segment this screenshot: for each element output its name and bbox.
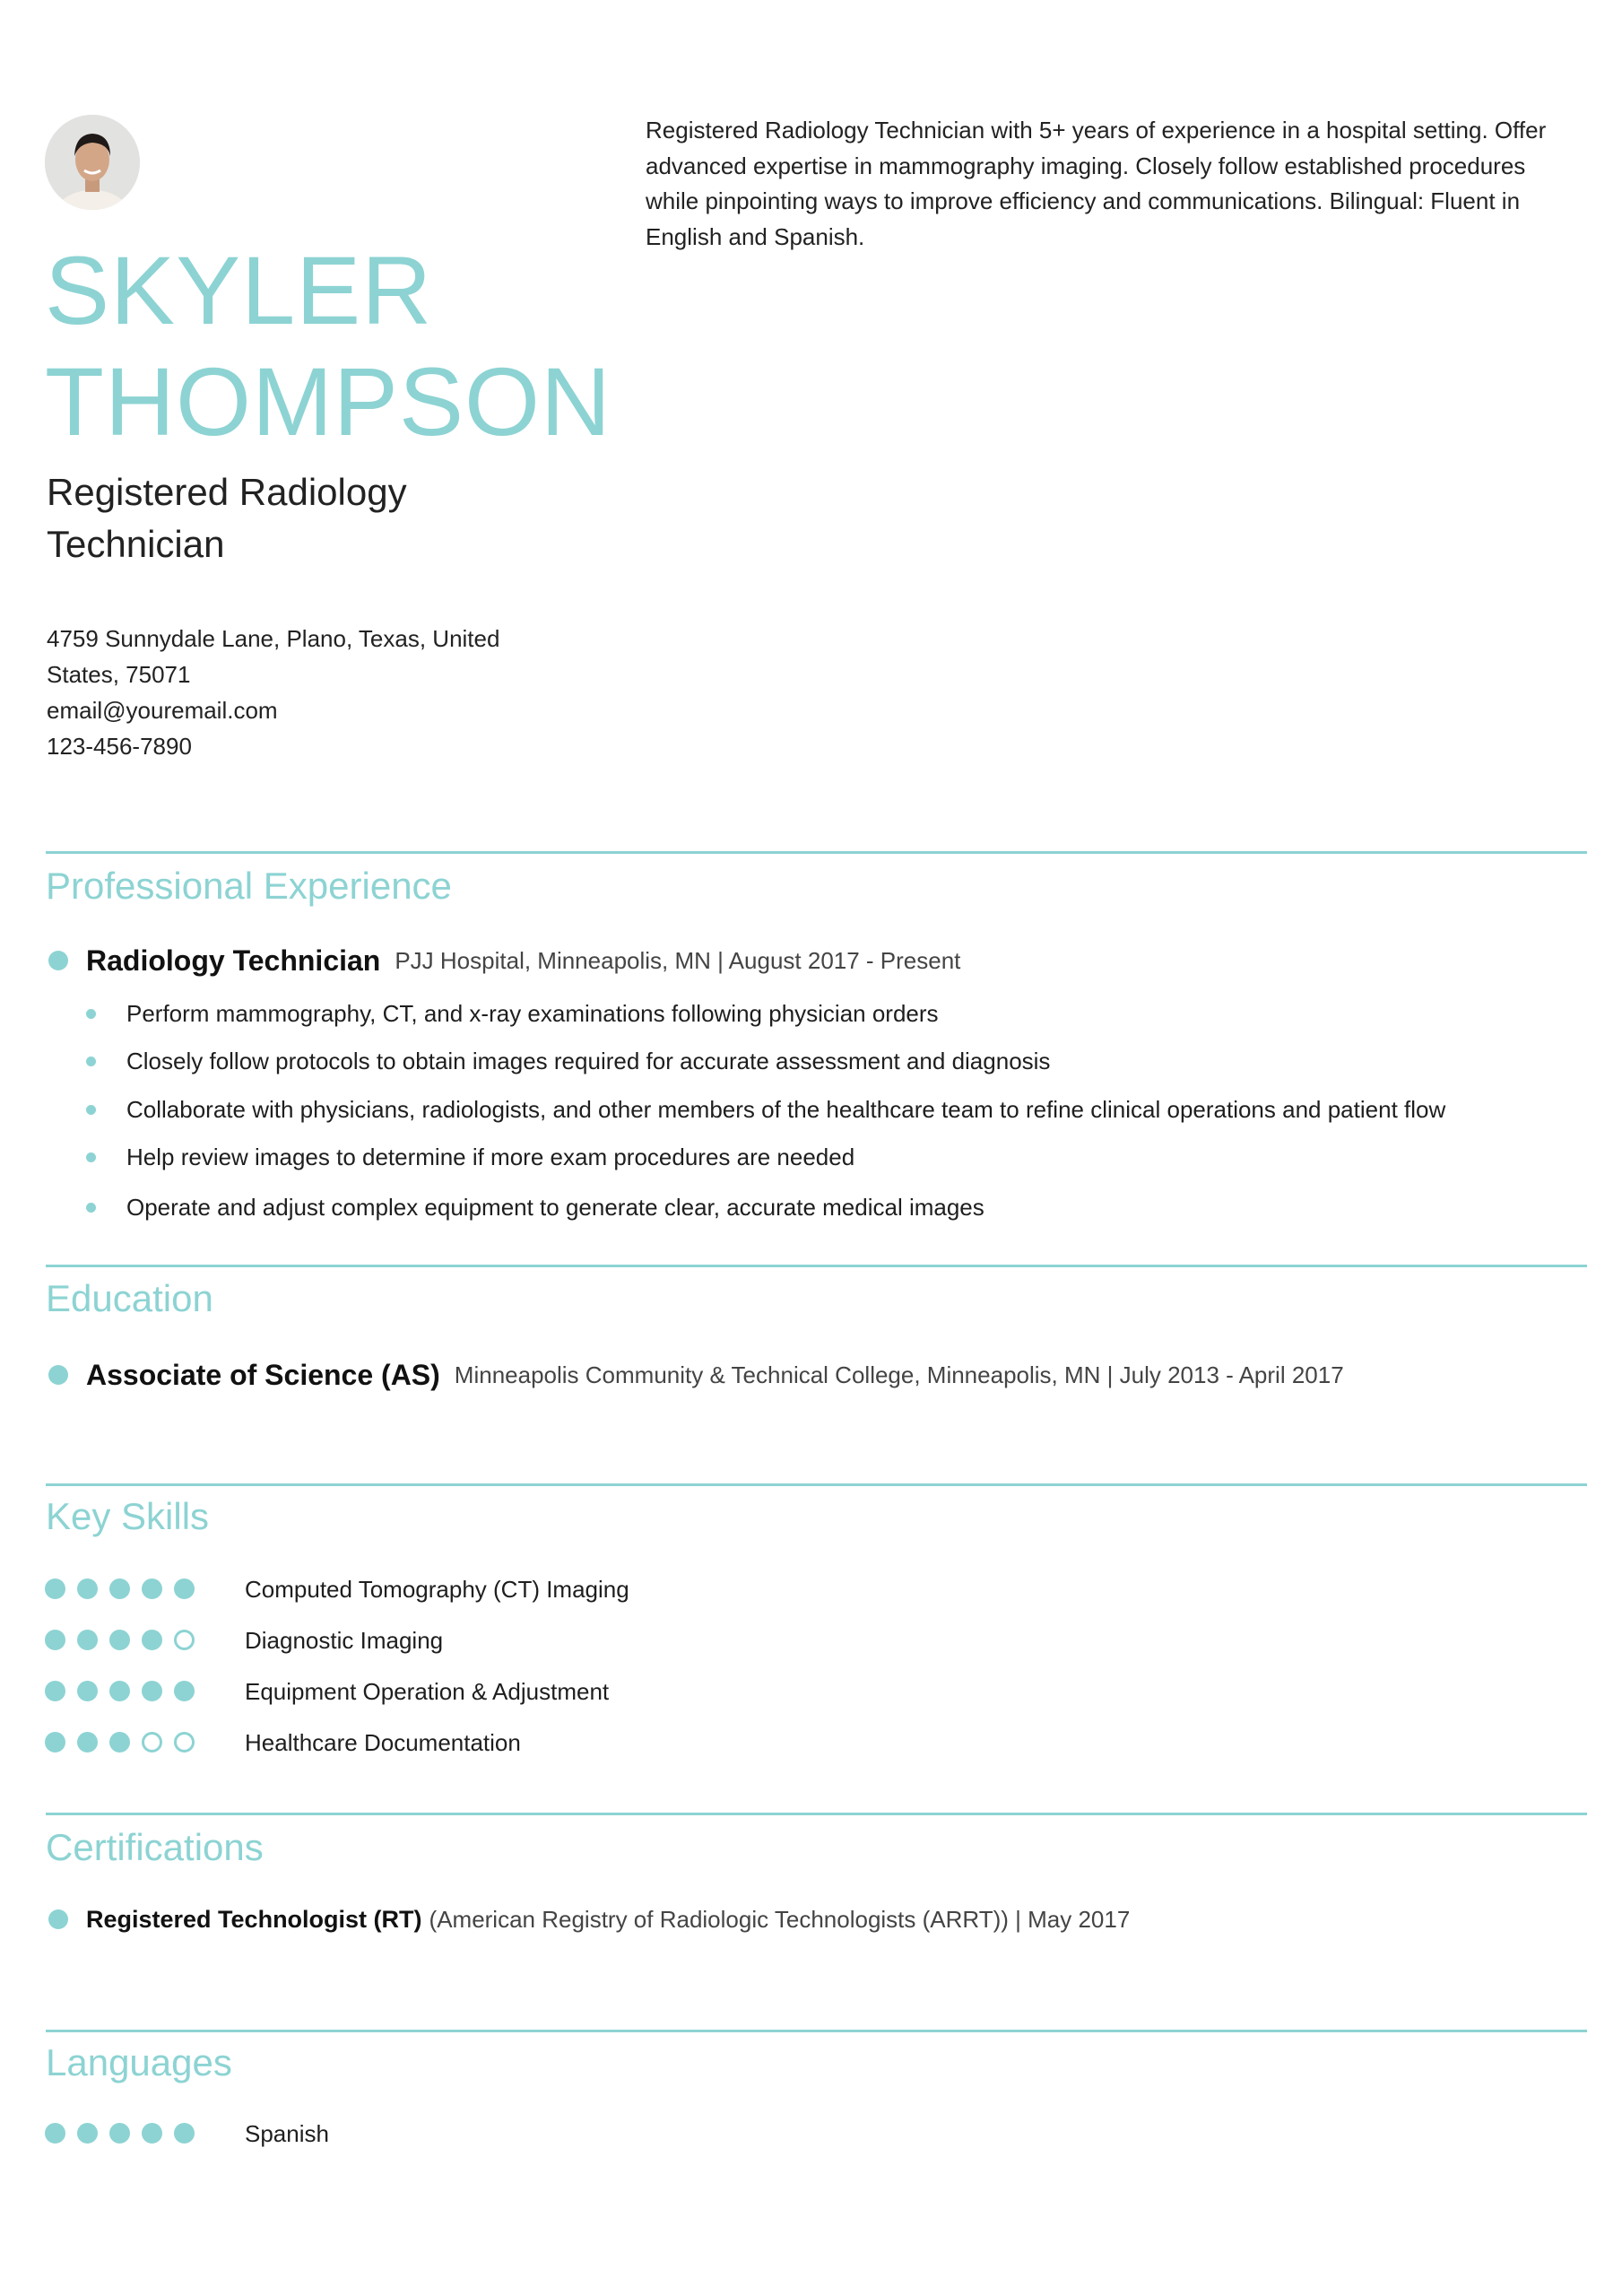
bullet-icon [86,1104,96,1115]
bullet-text: Help review images to determine if more … [126,1144,855,1170]
profile-photo-icon [45,115,140,210]
filled-dot-icon [45,2123,65,2144]
rating-dots [45,1732,195,1752]
address: 4759 Sunnydale Lane, Plano, Texas, Unite… [47,625,500,652]
filled-dot-icon [109,1578,130,1599]
rating-row: Equipment Operation & Adjustment [45,1665,629,1717]
job-title-line: Technician [47,523,225,565]
empty-dot-icon [174,1630,195,1650]
section-heading-certifications: Certifications [46,1826,264,1868]
bullet-icon [48,951,68,970]
certification-entry: Registered Technologist (RT) (American R… [48,1901,1130,1937]
bullet-icon [48,1909,68,1929]
certification-name: Registered Technologist (RT) [86,1906,422,1933]
divider [46,1483,1587,1486]
last-name: THOMPSON [45,347,612,456]
empty-dot-icon [142,1732,162,1752]
filled-dot-icon [142,1681,162,1701]
rating-row: Computed Tomography (CT) Imaging [45,1563,629,1614]
divider [46,851,1587,854]
bullet-text: Operate and adjust complex equipment to … [126,1194,984,1221]
filled-dot-icon [109,1732,130,1752]
avatar [45,115,140,210]
languages-list: Spanish [45,2108,329,2159]
rating-row: Spanish [45,2108,329,2159]
certification-meta: (American Registry of Radiologic Technol… [429,1906,1131,1933]
list-item: Perform mammography, CT, and x-ray exami… [0,996,939,1031]
section-heading-education: Education [46,1277,213,1319]
filled-dot-icon [77,1630,98,1650]
filled-dot-icon [45,1578,65,1599]
job-title: Registered Radiology Technician [47,466,407,570]
bullet-icon [86,1202,96,1213]
rating-label: Computed Tomography (CT) Imaging [245,1575,629,1603]
bullet-text: Collaborate with physicians, radiologist… [126,1096,1446,1123]
experience-entry: Radiology Technician PJJ Hospital, Minne… [48,943,960,978]
rating-label: Equipment Operation & Adjustment [245,1677,610,1705]
bullet-icon [86,1056,96,1066]
rating-label: Diagnostic Imaging [245,1626,444,1654]
empty-dot-icon [174,1732,195,1752]
rating-label: Healthcare Documentation [245,1728,521,1756]
rating-dots [45,1681,195,1701]
filled-dot-icon [174,1578,195,1599]
degree: Associate of Science (AS) [86,1359,440,1391]
filled-dot-icon [109,1630,130,1650]
bullet-icon [86,1008,96,1019]
filled-dot-icon [142,1630,162,1650]
bullet-text: Closely follow protocols to obtain image… [126,1048,1051,1074]
divider [46,1813,1587,1815]
list-item: Operate and adjust complex equipment to … [0,1189,984,1225]
filled-dot-icon [142,2123,162,2144]
bullet-text: Perform mammography, CT, and x-ray exami… [126,1000,939,1027]
rating-dots [45,1578,195,1599]
summary: Registered Radiology Technician with 5+ … [646,117,1547,250]
filled-dot-icon [174,1681,195,1701]
filled-dot-icon [77,1681,98,1701]
filled-dot-icon [77,1732,98,1752]
first-name: SKYLER [45,236,433,344]
filled-dot-icon [77,1578,98,1599]
skills-list: Computed Tomography (CT) Imaging Diagnost… [45,1563,629,1768]
candidate-name: SKYLER THOMPSON [45,235,612,457]
experience-meta: PJJ Hospital, Minneapolis, MN | August 2… [395,947,961,974]
list-item: Closely follow protocols to obtain image… [0,1043,1050,1079]
rating-label: Spanish [245,2119,329,2147]
filled-dot-icon [174,2123,195,2144]
list-item: Collaborate with physicians, radiologist… [0,1091,1445,1127]
filled-dot-icon [45,1630,65,1650]
filled-dot-icon [45,1732,65,1752]
rating-row: Healthcare Documentation [45,1717,629,1768]
address: States, 75071 [47,661,191,688]
contact-info: 4759 Sunnydale Lane, Plano, Texas, Unite… [47,621,499,764]
filled-dot-icon [109,1681,130,1701]
bullet-icon [86,1152,96,1162]
section-heading-experience: Professional Experience [46,865,452,907]
phone: 123-456-7890 [47,733,192,760]
filled-dot-icon [142,1578,162,1599]
rating-dots [45,2123,195,2144]
divider [46,1265,1587,1267]
rating-row: Diagnostic Imaging [45,1614,629,1665]
filled-dot-icon [109,2123,130,2144]
list-item: Help review images to determine if more … [0,1139,854,1175]
education-entry: Associate of Science (AS) Minneapolis Co… [48,1357,1344,1393]
section-heading-skills: Key Skills [46,1495,210,1537]
section-heading-languages: Languages [46,2041,232,2083]
education-meta: Minneapolis Community & Technical Colleg… [454,1361,1344,1388]
email[interactable]: email@youremail.com [47,697,278,724]
role: Radiology Technician [86,944,381,977]
divider [46,2030,1587,2032]
bullet-icon [48,1365,68,1385]
rating-dots [45,1630,195,1650]
filled-dot-icon [77,2123,98,2144]
filled-dot-icon [45,1681,65,1701]
job-title-line: Registered Radiology [47,471,407,513]
